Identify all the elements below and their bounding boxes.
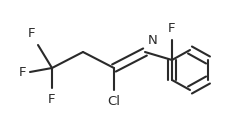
Text: N: N xyxy=(147,34,157,47)
Text: F: F xyxy=(18,65,26,79)
Text: Cl: Cl xyxy=(107,95,120,108)
Text: F: F xyxy=(27,27,35,40)
Text: F: F xyxy=(168,22,175,35)
Text: F: F xyxy=(48,93,55,106)
